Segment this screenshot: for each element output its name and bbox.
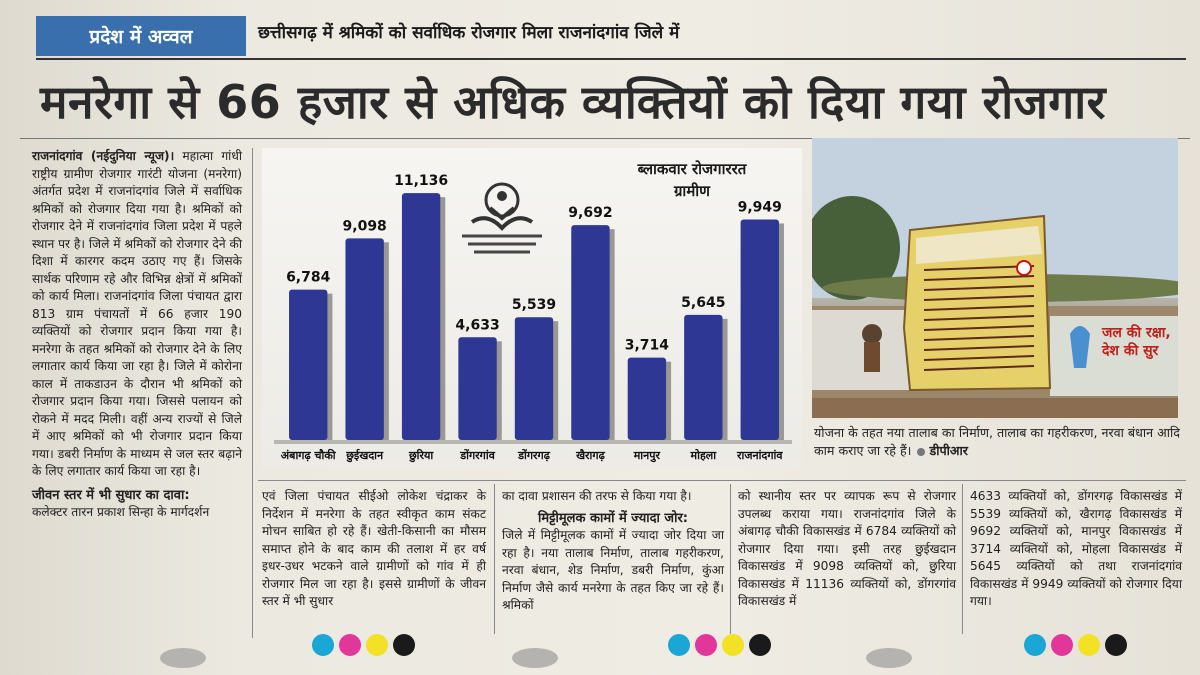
chart-title: ब्लाकवार रोजगाररत ग्रामीण bbox=[637, 160, 747, 200]
bar-chart-svg: 6,784 अंबागढ़ चौकी 9,098 छुईखदान 11,136 छुरिय… bbox=[274, 173, 792, 463]
category-label: डोंगरगांव bbox=[459, 448, 495, 462]
bar-value-label: 5,645 bbox=[681, 295, 725, 311]
chart-bar bbox=[740, 219, 779, 440]
subhead-soil-work: मिट्टीमूलक कामों में ज्यादा जोर: bbox=[538, 510, 688, 526]
column-3-body: जिले में मिट्टीमूलक कामों में ज्यादा जोर… bbox=[502, 528, 724, 612]
magenta-dot-icon bbox=[339, 634, 361, 656]
column-divider bbox=[494, 484, 495, 634]
chart-bar bbox=[345, 238, 384, 440]
bar-value-label: 9,692 bbox=[568, 205, 612, 221]
print-smudge bbox=[866, 648, 912, 668]
article-column-3: का दावा प्रशासन की तरफ से किया गया है। म… bbox=[502, 488, 724, 615]
print-smudge bbox=[160, 648, 206, 668]
wall-slogan: जल की रक्षा, देश की सुर bbox=[1102, 325, 1171, 359]
column-2-body: एवं जिला पंचायत सीईओ लोकेश चंद्राकर के न… bbox=[262, 489, 486, 608]
chart-bar bbox=[627, 357, 667, 440]
black-dot-icon bbox=[1105, 634, 1127, 656]
category-label: मोहला bbox=[690, 448, 718, 462]
category-label: मानपुर bbox=[633, 449, 661, 463]
chart-bar bbox=[289, 289, 328, 440]
column-divider bbox=[252, 148, 253, 638]
column-1-body-2: कलेक्टर तारन प्रकाश सिन्हा के मार्गदर्शन bbox=[32, 505, 210, 519]
block-employment-chart: 6,784 अंबागढ़ चौकी 9,098 छुईखदान 11,136 छुरिय… bbox=[262, 148, 802, 468]
column-divider bbox=[962, 484, 963, 634]
bar-value-label: 9,098 bbox=[343, 218, 387, 234]
headline-divider bbox=[20, 138, 1190, 139]
subhead-living-standard: जीवन स्तर में भी सुधार का दावा: bbox=[32, 487, 190, 503]
dateline: राजनांदगांव (नईदुनिया न्यूज)। bbox=[32, 149, 175, 163]
magenta-dot-icon bbox=[695, 634, 717, 656]
category-label: छुईखदान bbox=[345, 448, 384, 463]
photo-credit: डीपीआर bbox=[929, 443, 968, 458]
photo-caption: योजना के तहत नया तालाब का निर्माण, तालाब… bbox=[814, 424, 1184, 460]
registration-marks bbox=[668, 634, 771, 656]
bar-value-label: 5,539 bbox=[512, 297, 556, 313]
yellow-dot-icon bbox=[366, 634, 388, 656]
chart-bottom-divider bbox=[258, 480, 1186, 481]
credit-dot-icon bbox=[917, 447, 926, 456]
column-divider bbox=[730, 484, 731, 634]
yellow-dot-icon bbox=[722, 634, 744, 656]
bar-value-label: 3,714 bbox=[625, 338, 670, 354]
bar-value-label: 11,136 bbox=[394, 173, 448, 189]
category-label: राजनांदगांव bbox=[736, 449, 783, 462]
cyan-dot-icon bbox=[1024, 634, 1046, 656]
column-4-body: को स्थानीय स्तर पर व्यापक रूप से रोजगार … bbox=[738, 489, 956, 608]
bar-value-label: 9,949 bbox=[738, 199, 782, 215]
section-kicker: प्रदेश में अव्वल bbox=[36, 16, 246, 56]
cyan-dot-icon bbox=[312, 634, 334, 656]
registration-marks bbox=[1024, 634, 1127, 656]
chart-bar bbox=[684, 314, 723, 440]
article-column-1: राजनांदगांव (नईदुनिया न्यूज)। महात्मा गा… bbox=[32, 148, 242, 522]
top-divider bbox=[36, 58, 1186, 60]
category-label: छुरिया bbox=[408, 448, 434, 463]
chart-bar bbox=[401, 193, 441, 440]
chart-bar bbox=[571, 225, 610, 440]
chart-bar bbox=[514, 317, 554, 440]
headline: मनरेगा से 66 हजार से अधिक व्यक्तियों को … bbox=[40, 75, 1106, 129]
black-dot-icon bbox=[749, 634, 771, 656]
article-column-5: 4633 व्यक्तियों को, डोंगरगढ़ विकासखंड मे… bbox=[970, 488, 1182, 611]
category-label: खैरागढ़ bbox=[575, 448, 606, 462]
column-1-body: महात्मा गांधी राष्ट्रीय ग्रामीण रोजगार ग… bbox=[32, 149, 242, 478]
column-3-lead: का दावा प्रशासन की तरफ से किया गया है। bbox=[502, 489, 692, 503]
magenta-dot-icon bbox=[1051, 634, 1073, 656]
category-label: डोंगरगढ़ bbox=[517, 448, 551, 462]
chart-bar bbox=[458, 337, 497, 440]
registration-marks bbox=[312, 634, 415, 656]
pond-construction-photo: जल की रक्षा, देश की सुर bbox=[812, 138, 1178, 418]
caption-text: योजना के तहत नया तालाब का निर्माण, तालाब… bbox=[814, 425, 1180, 458]
subtitle-strap: छत्तीसगढ़ में श्रमिकों को सर्वाधिक रोजगा… bbox=[258, 23, 680, 43]
bar-value-label: 4,633 bbox=[455, 317, 499, 333]
cyan-dot-icon bbox=[668, 634, 690, 656]
article-column-2: एवं जिला पंचायत सीईओ लोकेश चंद्राकर के न… bbox=[262, 488, 486, 611]
column-5-body: 4633 व्यक्तियों को, डोंगरगढ़ विकासखंड मे… bbox=[970, 489, 1182, 608]
print-smudge bbox=[512, 648, 558, 668]
article-column-4: को स्थानीय स्तर पर व्यापक रूप से रोजगार … bbox=[738, 488, 956, 611]
black-dot-icon bbox=[393, 634, 415, 656]
bar-value-label: 6,784 bbox=[286, 270, 331, 286]
category-label: अंबागढ़ चौकी bbox=[281, 448, 337, 462]
yellow-dot-icon bbox=[1078, 634, 1100, 656]
chart-baseline bbox=[274, 440, 792, 444]
